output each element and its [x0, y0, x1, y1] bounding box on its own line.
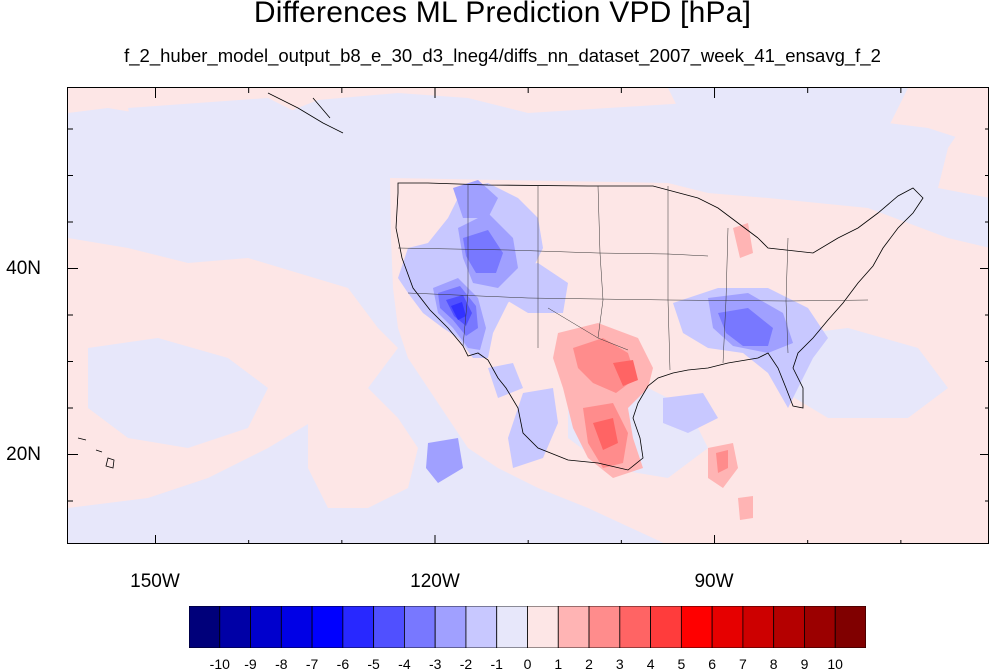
colorbar-tick-label: 8	[769, 656, 778, 672]
colorbar-tick-label: 7	[738, 656, 747, 672]
colorbar-tick-label: -1	[490, 656, 503, 672]
colorbar-swatch	[650, 606, 682, 648]
colorbar-swatch	[834, 606, 866, 648]
colorbar-swatch	[219, 606, 251, 648]
positive-anomaly-south	[553, 223, 753, 520]
colorbar-tick-label: -2	[459, 656, 473, 672]
map-subtitle: f_2_huber_model_output_b8_e_30_d3_lneg4/…	[124, 45, 881, 66]
negative-anomaly-southeast	[426, 288, 828, 483]
map-panel	[67, 87, 989, 544]
colorbar-swatch	[527, 606, 559, 648]
colorbar-tick-label: 5	[677, 656, 686, 672]
difference-map	[68, 88, 988, 543]
colorbar-tick-label: -6	[336, 656, 350, 672]
lat-label-20n: 20N	[6, 444, 41, 465]
colorbar-swatch	[280, 606, 313, 648]
colorbar-swatch	[711, 606, 744, 648]
slight-negative-regions	[88, 88, 948, 498]
lon-label-150w: 150W	[130, 571, 180, 592]
colorbar-swatch	[557, 606, 590, 648]
map-ticks	[68, 88, 988, 543]
colorbar-tick-label: -5	[367, 656, 380, 672]
colorbar-swatch	[588, 606, 621, 648]
colorbar-tick-label: 3	[615, 656, 624, 672]
colorbar-swatch	[496, 606, 528, 648]
colorbar-swatch	[250, 606, 282, 648]
colorbar-tick-label: 6	[708, 656, 716, 672]
colorbar-tick-label: 0	[523, 656, 532, 672]
colorbar-swatch	[373, 606, 405, 648]
colorbar-tick-label: -10	[209, 656, 230, 672]
map-title: Differences ML Prediction VPD [hPa]	[253, 0, 752, 29]
colorbar-swatch	[773, 606, 805, 648]
colorbar-tick-label: -3	[428, 656, 442, 672]
lat-label-40n: 40N	[6, 258, 41, 279]
state-borders	[397, 185, 869, 371]
colorbar-tick-label: 10	[827, 656, 843, 672]
colorbar-swatch	[311, 606, 344, 648]
colorbar-tick-label: 1	[554, 656, 563, 672]
negative-anomaly-west	[398, 180, 568, 468]
colorbar-swatch	[742, 606, 775, 648]
colorbar-swatch	[619, 606, 651, 648]
colorbar-tick-label: 9	[800, 656, 809, 672]
colorbar-tick-label: 4	[646, 656, 655, 672]
colorbar-tick-label: -9	[244, 656, 257, 672]
colorbar-tick-label: -4	[398, 656, 411, 672]
colorbar-swatch	[465, 606, 498, 648]
colorbar-tick-label: -8	[275, 656, 288, 672]
lon-label-120w: 120W	[410, 571, 460, 592]
lon-label-90w: 90W	[694, 571, 734, 592]
colorbar-swatch	[404, 606, 436, 648]
colorbar-tick-label: 2	[585, 656, 593, 672]
colorbar-swatch	[804, 606, 836, 648]
colorbar-swatch	[680, 606, 713, 648]
colorbar-swatch	[189, 606, 221, 648]
colorbar-swatch	[434, 606, 467, 648]
colorbar	[189, 606, 866, 648]
colorbar-swatch	[342, 606, 375, 648]
colorbar-tick-label: -7	[305, 656, 319, 672]
coastlines	[77, 92, 924, 471]
